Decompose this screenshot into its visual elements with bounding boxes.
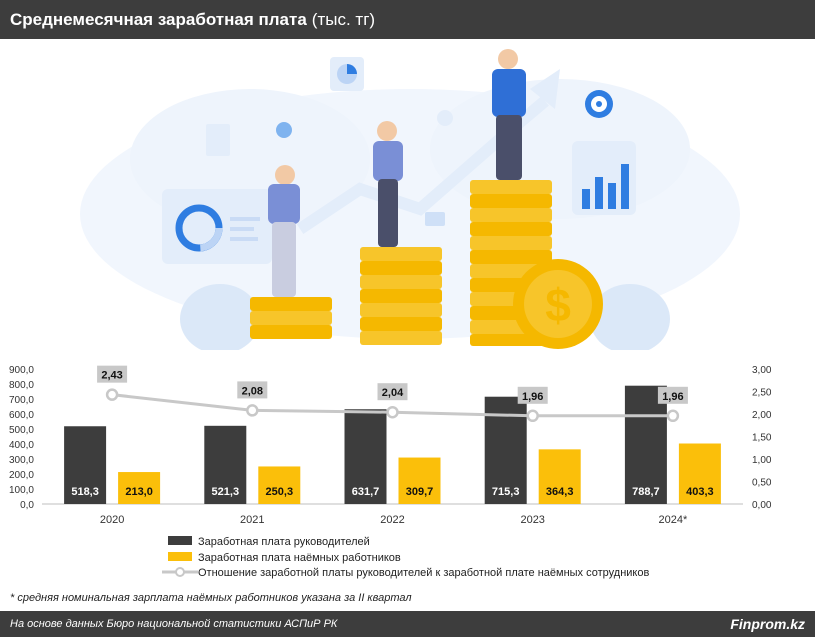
ratio-label-box [97,365,128,383]
brand-logo[interactable]: Finprom.kz [730,616,805,632]
chart-area: 0,0 100,0 200,0 300,0 400,0 500,0 600,0 700,0 80… [0,350,815,610]
bar-employees [398,457,441,504]
bar-employees [258,466,301,504]
bar-managers-label: 715,3 [492,486,520,498]
footer: На основе данных Бюро национальной стати… [0,611,815,637]
ratio-label-box [517,386,548,404]
person-small-icon [268,165,300,297]
x-axis-tick-label: 2021 [240,514,264,526]
chart-unit: (тыс. тг) [311,9,376,29]
svg-text:$: $ [545,279,571,331]
y2-axis-tick-label: 0,50 [752,478,772,489]
source-text: На основе данных Бюро национальной стати… [10,618,338,630]
bar-employees-label: 250,3 [266,486,294,498]
ratio-label-box [377,383,408,401]
y-axis-tick-label: 500,0 [9,425,34,436]
y-axis-tick-label: 400,0 [9,440,34,451]
y-axis-tick-label: 100,0 [9,485,34,496]
y2-axis-tick-label: 2,00 [752,410,772,421]
ratio-point [526,409,539,423]
chart-header: Среднемесячная заработная плата (тыс. тг… [0,0,815,39]
ratio-label-box [237,381,268,399]
coin-stack-small [250,297,332,339]
illustration: $ [0,39,815,354]
y-axis-tick-label: 600,0 [9,410,34,421]
bar-employees-label: 364,3 [546,486,574,498]
legend-swatch-employees [168,552,192,561]
legend-swatch-ratio-point [175,567,185,577]
bar-managers-label: 518,3 [71,486,99,498]
y-axis-tick-label: 700,0 [9,395,34,406]
document-icon [206,124,230,156]
footnote: * средняя номинальная зарплата наёмных р… [10,592,412,604]
x-axis-tick-label: 2023 [520,514,544,526]
bar-managers [204,425,247,504]
bar-employees [678,443,721,504]
ratio-point [666,409,680,423]
y-axis-tick-label: 0,0 [20,500,34,511]
calendar-icon [425,212,445,226]
y2-axis-tick-label: 1,00 [752,455,772,466]
bar-employees [118,472,161,504]
ratio-label: 2,43 [101,370,122,382]
y-axis-tick-label: 200,0 [9,470,34,481]
y2-axis-tick-label: 1,50 [752,433,772,444]
legend-swatch-managers [168,536,192,545]
ratio-point [386,405,399,419]
y2-axis-tick-label: 3,00 [752,365,772,376]
bar-managers [344,409,387,504]
bar-managers-label: 631,7 [352,486,380,498]
illustration-graphic: $ [80,49,740,354]
bar-managers [624,385,667,504]
bar-employees-label: 403,3 [686,486,714,498]
x-axis-tick-label: 2020 [100,514,124,526]
ratio-label: 1,96 [662,391,683,403]
y2-axis-tick-label: 0,00 [752,500,772,511]
bar-employees [538,449,581,504]
ratio-label-box [657,386,688,404]
person-medium-icon [373,121,403,247]
x-axis-tick-label: 2024* [659,514,688,526]
ratio-point [105,388,119,401]
coin-stack-medium [360,247,442,345]
y-axis-tick-label: 800,0 [9,380,34,391]
ratio-point [246,404,259,417]
y2-axis-tick-label: 2,50 [752,388,772,399]
legend-label-managers: Заработная плата руководителей [198,536,370,548]
bar-managers [64,426,107,504]
chart-title: Среднемесячная заработная плата [10,9,307,29]
bar-line-chart: 0,0 100,0 200,0 300,0 400,0 500,0 600,0 700,0 80… [9,365,772,579]
ratio-label: 2,04 [382,387,404,399]
bar-managers-label: 521,3 [212,486,240,498]
bar-employees-label: 309,7 [406,486,434,498]
y-axis-tick-label: 300,0 [9,455,34,466]
bar-employees-label: 213,0 [125,486,153,498]
ratio-label: 1,96 [522,391,543,403]
bar-managers-label: 788,7 [632,486,660,498]
x-axis-tick-label: 2022 [380,514,404,526]
clock-icon [437,110,453,126]
person-large-icon [492,49,526,180]
y-axis-tick-label: 900,0 [9,365,34,376]
legend-label-employees: Заработная плата наёмных работников [198,552,401,564]
ratio-label: 2,08 [242,385,263,397]
legend-label-ratio: Отношение заработной платы руководителей… [198,567,649,579]
lightbulb-icon [276,122,292,138]
